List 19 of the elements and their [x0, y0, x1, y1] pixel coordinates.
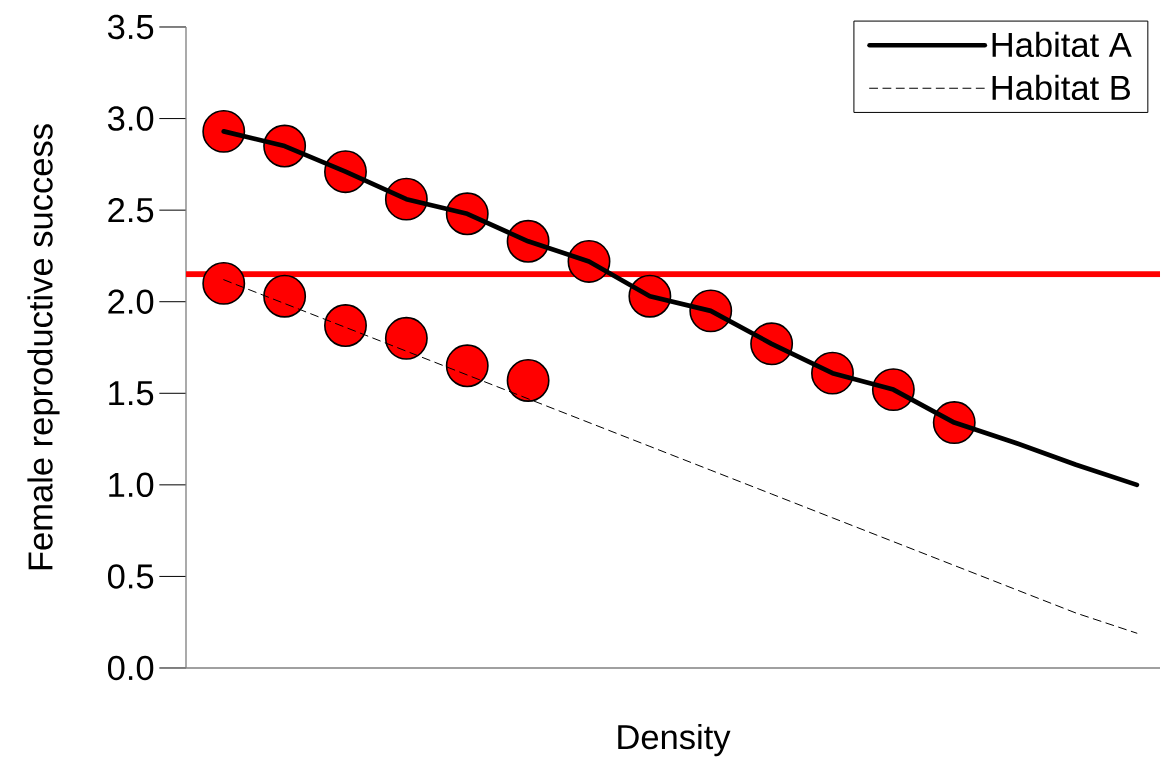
legend-label: Habitat A — [992, 31, 1132, 58]
y-tick-label: 3.0 — [107, 106, 154, 131]
point — [384, 316, 428, 360]
y-tick-label: 0.5 — [107, 564, 154, 589]
point — [263, 274, 307, 318]
y-tick-label: 1.5 — [109, 381, 154, 406]
legend-label: Habitat B — [992, 74, 1130, 101]
point — [324, 304, 367, 347]
y-tick-label: 1.0 — [109, 472, 154, 498]
y-tick-label: 2.5 — [108, 197, 154, 223]
point — [202, 109, 246, 153]
point — [445, 344, 489, 388]
y-tick-label: 3.5 — [107, 14, 154, 40]
x-axis-title: Density — [618, 723, 731, 757]
point — [202, 261, 246, 305]
y-tick-label: 2.0 — [108, 289, 154, 314]
y-tick-label: 0.0 — [107, 655, 154, 681]
y-axis-title: Female reproductive success — [27, 124, 60, 570]
point — [506, 359, 550, 402]
